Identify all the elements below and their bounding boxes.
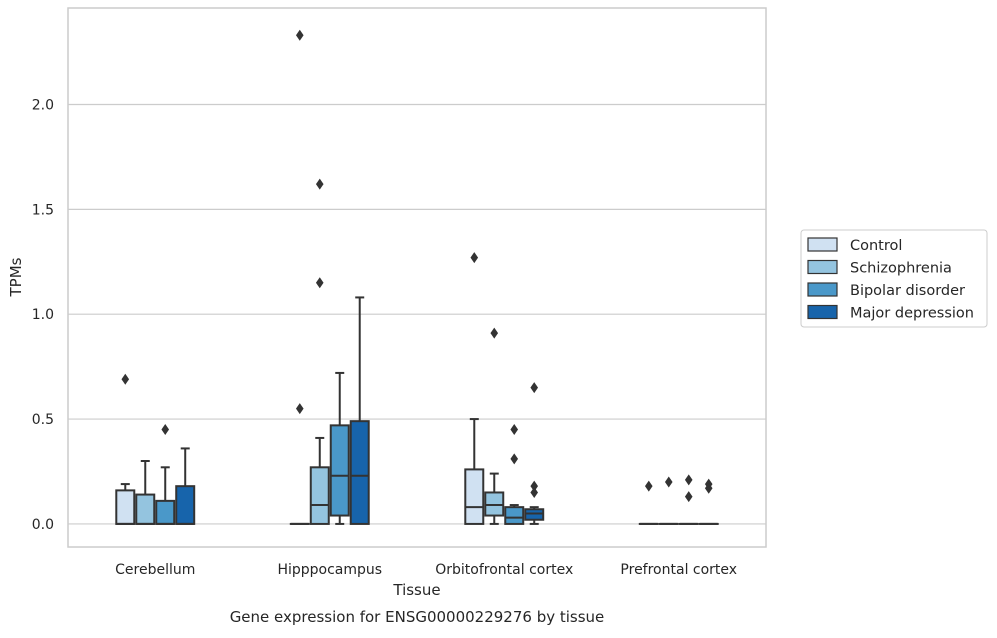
- box-0-3: [176, 448, 194, 524]
- box-body: [311, 467, 329, 524]
- box-2-3: [525, 382, 543, 524]
- outlier-point: [530, 382, 538, 393]
- y-axis-title: TPMs: [7, 257, 25, 297]
- y-tick-label: 0.0: [32, 517, 54, 533]
- x-tick-label: Hipppocampus: [277, 562, 382, 578]
- outlier-point: [665, 476, 673, 487]
- box-body: [176, 486, 194, 524]
- box-3-2: [680, 474, 698, 524]
- outlier-point: [296, 30, 304, 41]
- legend-label: Control: [850, 238, 902, 254]
- box-0-2: [156, 424, 174, 524]
- box-body: [465, 469, 483, 524]
- legend-swatch: [808, 238, 837, 251]
- figure-caption: Gene expression for ENSG00000229276 by t…: [230, 608, 605, 626]
- y-tick-label: 0.5: [32, 412, 54, 428]
- gridlines: [68, 104, 766, 523]
- outlier-point: [645, 481, 653, 492]
- box-3-3: [700, 479, 718, 524]
- outlier-point: [161, 424, 169, 435]
- outlier-point: [470, 252, 478, 263]
- box-body: [136, 495, 154, 524]
- box-body: [525, 509, 543, 519]
- outlier-point: [530, 481, 538, 492]
- box-3-0: [640, 481, 658, 524]
- outlier-point: [685, 474, 693, 485]
- box-body: [116, 490, 134, 524]
- x-axis-title: Tissue: [392, 581, 440, 599]
- box-2-2: [505, 424, 523, 524]
- y-tick-label: 1.0: [32, 307, 54, 323]
- box-0-1: [136, 461, 154, 524]
- outlier-point: [510, 424, 518, 435]
- outlier-point: [490, 328, 498, 339]
- box-body: [351, 421, 369, 524]
- outlier-point: [121, 374, 129, 385]
- outlier-point: [296, 403, 304, 414]
- x-tick-labels: Cerebellum Hipppocampus Orbitofrontal cort…: [115, 562, 737, 578]
- legend-label: Schizophrenia: [850, 261, 952, 277]
- box-1-3: [351, 297, 369, 524]
- legend-label: Bipolar disorder: [850, 283, 965, 299]
- x-tick-label: Orbitofrontal cortex: [435, 562, 573, 578]
- x-tick-label: Cerebellum: [115, 562, 195, 578]
- box-body: [156, 501, 174, 524]
- x-tick-label: Prefrontal cortex: [620, 562, 737, 578]
- outlier-point: [685, 491, 693, 502]
- outlier-point: [510, 453, 518, 464]
- box-3-1: [660, 476, 678, 523]
- y-tick-label: 1.5: [32, 202, 54, 218]
- box-body: [331, 425, 349, 515]
- box-1-1: [311, 179, 329, 524]
- y-tick-label: 2.0: [32, 97, 54, 113]
- box-2-1: [485, 328, 503, 524]
- box-body: [505, 507, 523, 524]
- box-1-2: [331, 373, 349, 524]
- legend: Control Schizophrenia Bipolar disorder Majo…: [801, 230, 987, 327]
- legend-swatch: [808, 261, 837, 274]
- box-2-0: [465, 252, 483, 524]
- box-0-0: [116, 374, 134, 524]
- y-tick-labels: 0.0 0.5 1.0 1.5 2.0: [32, 97, 54, 532]
- outlier-point: [316, 179, 324, 190]
- legend-label: Major depression: [850, 306, 974, 322]
- outlier-point: [316, 277, 324, 288]
- legend-swatch: [808, 283, 837, 296]
- box-body: [485, 492, 503, 515]
- legend-swatch: [808, 306, 837, 319]
- plot-frame: [68, 8, 766, 547]
